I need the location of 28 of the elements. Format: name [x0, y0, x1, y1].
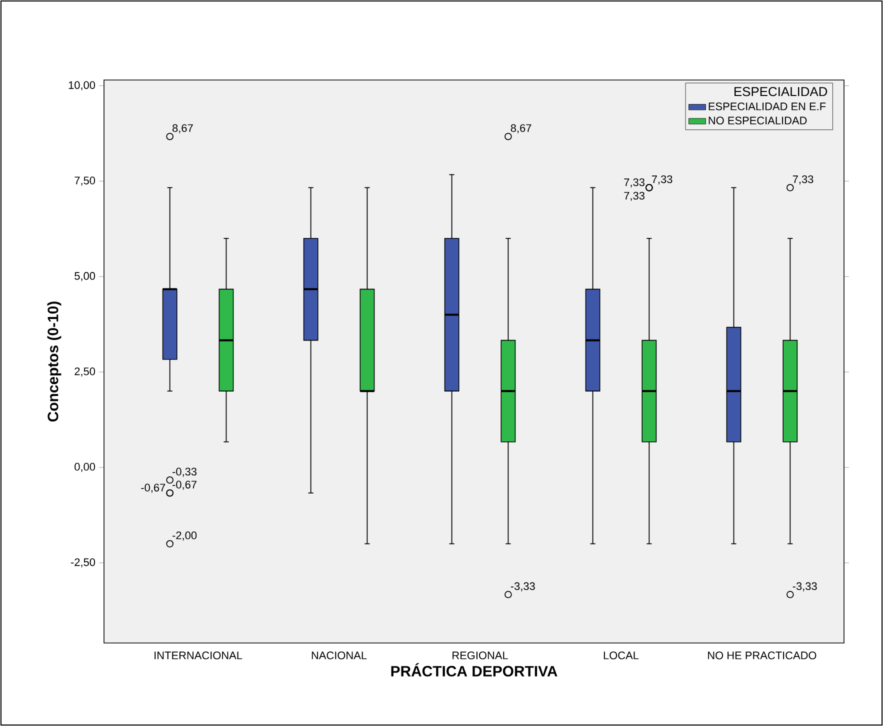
x-tick-label: NACIONAL: [312, 652, 367, 660]
x-axis-title: PRÁCTICA DEPORTIVA: [391, 663, 558, 677]
y-tick-label: 10,00: [68, 81, 96, 90]
annotation: -0,33: [172, 468, 197, 477]
legend-title: ESPECIALIDAD: [734, 86, 828, 96]
x-tick-label: REGIONAL: [452, 652, 508, 660]
y-tick-label: 5,00: [74, 272, 96, 282]
legend-label: ESPECIALIDAD EN E.F: [708, 102, 826, 110]
annotation: 7,33: [792, 175, 814, 184]
x-tick-label: INTERNACIONAL: [154, 652, 242, 660]
x-tick-label: NO HE PRACTICADO: [708, 652, 816, 660]
annotation: -0,67: [141, 484, 166, 493]
legend-label: NO ESPECIALIDAD: [708, 116, 807, 124]
y-tick-label: 2,50: [74, 367, 96, 377]
y-axis-title: Conceptos (0-10): [47, 302, 62, 422]
annotation: -0,67: [172, 480, 196, 490]
annotation: 7,33: [624, 178, 644, 188]
y-tick-label: -2,50: [70, 558, 96, 568]
annotation: -2,00: [172, 532, 197, 541]
y-tick-label: 7,50: [74, 176, 96, 186]
annotation: 7,33: [652, 175, 672, 184]
annotation: 8,67: [172, 124, 193, 134]
annotation: 7,33: [624, 192, 644, 201]
annotation: -3,33: [510, 582, 535, 592]
annotation: -3,33: [792, 582, 817, 592]
annotation: 8,67: [510, 124, 532, 134]
y-tick-label: 0,00: [74, 462, 96, 472]
x-tick-label: LOCAL: [604, 652, 639, 660]
